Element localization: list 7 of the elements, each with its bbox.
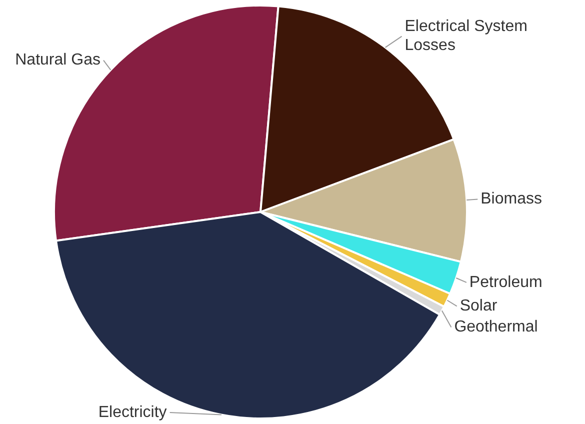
slice-label: Solar	[460, 298, 498, 315]
slice-label: Geothermal	[454, 318, 538, 336]
slice-label: Electricity	[98, 404, 167, 421]
slice-label: Electrical System Losses	[404, 18, 528, 54]
slice-label: Biomass	[480, 190, 542, 208]
slice-label: Petroleum	[469, 274, 542, 291]
slice-label: Natural Gas	[15, 52, 100, 69]
